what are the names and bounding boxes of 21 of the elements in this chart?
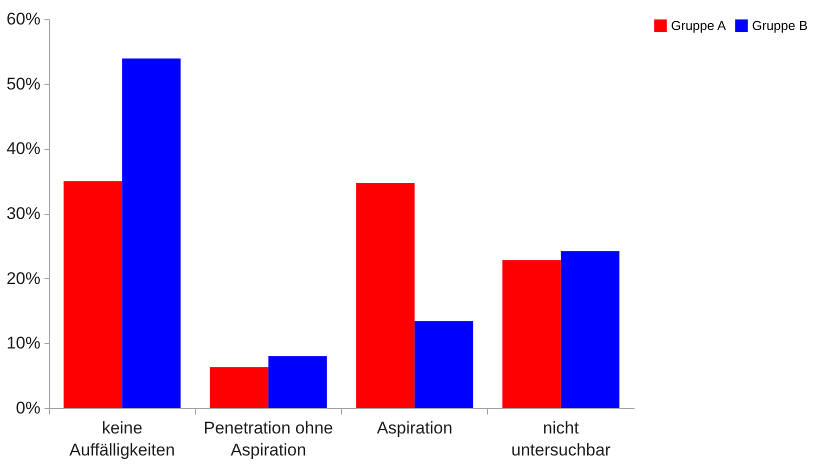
x-tick-label: keine Auffälligkeiten bbox=[69, 418, 175, 460]
bar bbox=[560, 251, 620, 408]
legend-label: Gruppe B bbox=[752, 18, 808, 33]
y-tick-label: 50% bbox=[6, 74, 40, 94]
bar bbox=[210, 367, 268, 408]
bar bbox=[356, 183, 415, 408]
bar bbox=[414, 321, 474, 408]
y-tick-label: 60% bbox=[6, 10, 40, 28]
y-tick-label: 0% bbox=[16, 398, 40, 418]
bar bbox=[122, 58, 181, 408]
x-tick-label: Penetration ohne Aspiration bbox=[204, 418, 334, 460]
y-tick-label: 40% bbox=[6, 139, 40, 158]
y-tick-label: 30% bbox=[6, 204, 40, 223]
legend-label: Gruppe A bbox=[671, 18, 726, 33]
bar bbox=[268, 356, 327, 408]
x-tick-label: nicht untersuchbar bbox=[511, 418, 611, 460]
y-tick-label: 20% bbox=[6, 268, 40, 288]
x-tick-label: Aspiration bbox=[376, 418, 452, 438]
bar bbox=[64, 181, 122, 408]
bar bbox=[502, 260, 561, 408]
y-tick-label: 10% bbox=[6, 334, 40, 353]
